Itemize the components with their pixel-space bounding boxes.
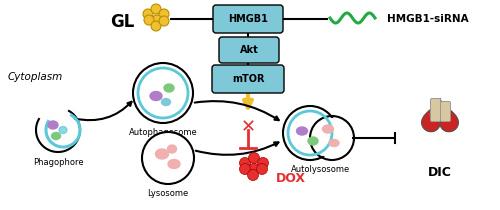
Circle shape — [248, 169, 258, 181]
Text: HMGB1: HMGB1 — [228, 14, 268, 24]
Text: Cytoplasm: Cytoplasm — [8, 72, 64, 82]
Ellipse shape — [329, 139, 339, 147]
Text: Autophagosome: Autophagosome — [128, 128, 198, 137]
Ellipse shape — [322, 125, 334, 133]
Circle shape — [258, 158, 268, 168]
Text: HMGB1-siRNA: HMGB1-siRNA — [387, 14, 469, 24]
Text: Phagophore: Phagophore — [32, 158, 84, 167]
Polygon shape — [422, 99, 458, 131]
Text: DIC: DIC — [428, 166, 452, 179]
Ellipse shape — [59, 126, 67, 134]
Circle shape — [139, 69, 187, 117]
Text: Lysosome: Lysosome — [148, 189, 188, 198]
Circle shape — [159, 9, 169, 19]
FancyBboxPatch shape — [213, 5, 283, 33]
Circle shape — [240, 158, 250, 168]
Text: mTOR: mTOR — [232, 74, 264, 84]
Circle shape — [312, 118, 352, 158]
Circle shape — [143, 9, 153, 19]
Polygon shape — [430, 111, 440, 119]
Circle shape — [240, 164, 250, 175]
Circle shape — [151, 21, 161, 31]
Circle shape — [152, 15, 162, 25]
Text: ✕: ✕ — [240, 118, 256, 136]
Ellipse shape — [162, 98, 170, 105]
Circle shape — [151, 4, 161, 14]
Circle shape — [159, 16, 169, 26]
Ellipse shape — [52, 133, 60, 139]
Circle shape — [248, 164, 260, 175]
Ellipse shape — [156, 149, 168, 159]
Ellipse shape — [168, 160, 180, 168]
Ellipse shape — [48, 121, 58, 129]
FancyBboxPatch shape — [440, 101, 450, 122]
Text: GL: GL — [110, 13, 134, 31]
Text: Autolysosome: Autolysosome — [292, 165, 350, 174]
Circle shape — [289, 112, 331, 154]
Text: DOX: DOX — [276, 172, 306, 185]
Circle shape — [142, 132, 194, 184]
FancyBboxPatch shape — [212, 65, 284, 93]
Circle shape — [144, 15, 154, 25]
Ellipse shape — [168, 145, 176, 153]
Ellipse shape — [150, 92, 162, 101]
Ellipse shape — [296, 127, 308, 135]
Ellipse shape — [308, 137, 318, 145]
Circle shape — [248, 152, 260, 164]
Circle shape — [256, 164, 268, 175]
FancyBboxPatch shape — [430, 98, 440, 122]
Ellipse shape — [164, 84, 174, 92]
FancyBboxPatch shape — [219, 37, 279, 63]
Text: Akt: Akt — [240, 45, 258, 55]
